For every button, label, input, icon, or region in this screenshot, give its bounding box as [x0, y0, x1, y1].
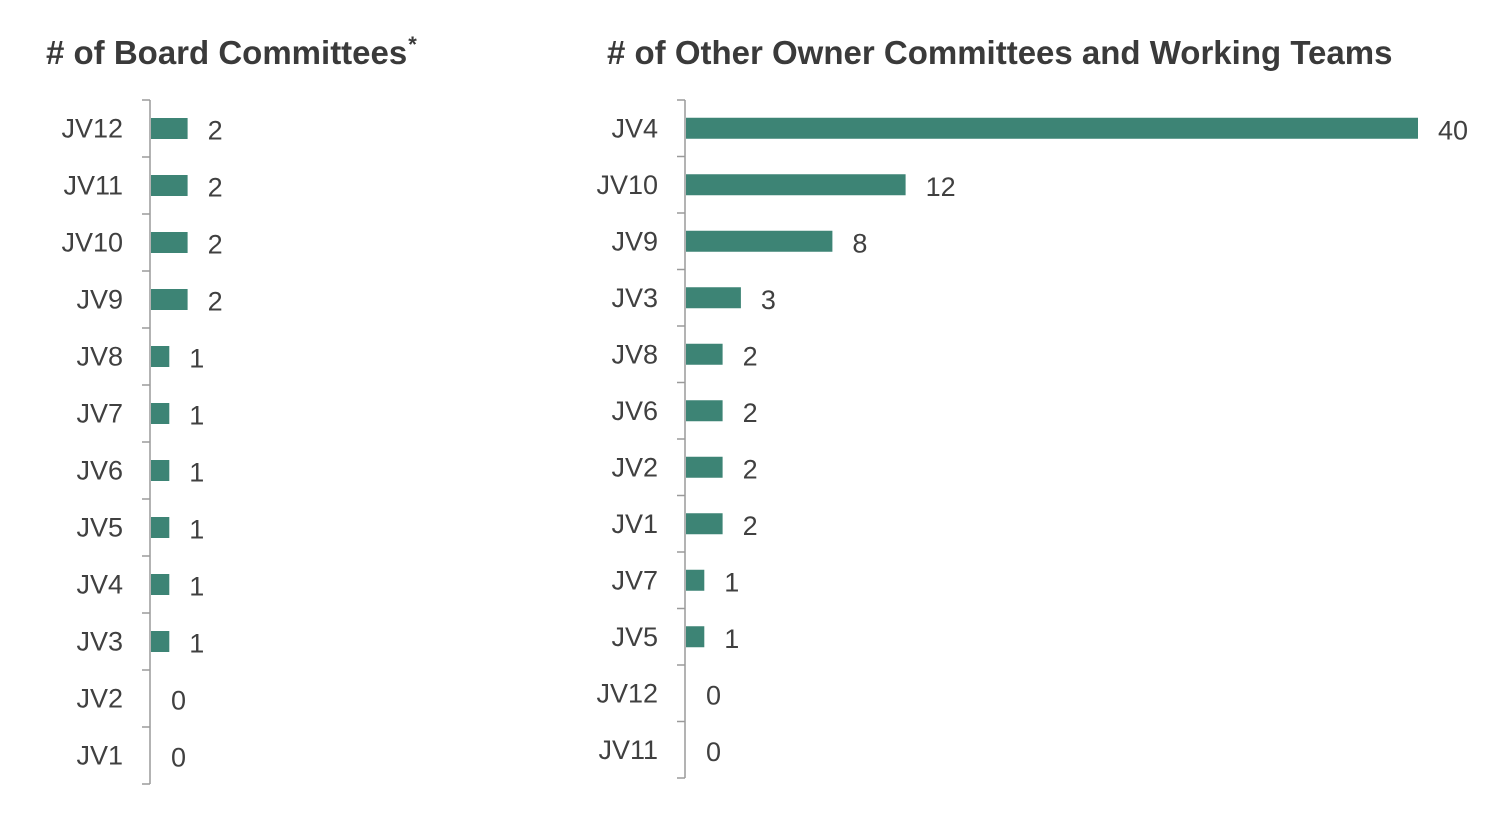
- board-data-label: 0: [171, 686, 186, 716]
- other-data-label: 2: [743, 398, 758, 428]
- other-data-label: 1: [724, 624, 739, 654]
- board-category-label: JV5: [76, 513, 123, 543]
- other-category-label: JV3: [611, 283, 658, 313]
- board-category-label: JV4: [76, 570, 123, 600]
- other-data-label: 12: [926, 172, 956, 202]
- other-data-label: 0: [706, 680, 721, 710]
- board-category-label: JV8: [76, 342, 123, 372]
- other-category-label: JV2: [611, 452, 658, 482]
- board-data-label: 2: [208, 116, 223, 146]
- other-bar: [686, 174, 906, 196]
- board-bar: [151, 118, 188, 139]
- board-bar: [151, 232, 188, 253]
- board-data-label: 2: [208, 287, 223, 317]
- board-bar: [151, 631, 170, 652]
- other-category-label: JV11: [598, 735, 658, 765]
- other-data-label: 40: [1438, 115, 1468, 145]
- board-data-label: 2: [208, 173, 223, 203]
- other-bar: [686, 456, 723, 478]
- other-committees-chart-title: # of Other Owner Committees and Working …: [607, 34, 1393, 71]
- other-data-label: 1: [724, 567, 739, 597]
- board-bar: [151, 460, 170, 481]
- board-data-label: 1: [189, 458, 204, 488]
- board-category-label: JV11: [63, 171, 123, 201]
- board-data-label: 1: [189, 401, 204, 431]
- other-category-label: JV4: [611, 113, 658, 143]
- other-category-label: JV9: [611, 226, 658, 256]
- other-category-label: JV1: [611, 509, 658, 539]
- board-category-label: JV9: [76, 285, 123, 315]
- board-data-label: 1: [189, 629, 204, 659]
- other-bar: [686, 513, 723, 535]
- other-bar: [686, 230, 833, 252]
- board-data-label: 1: [189, 572, 204, 602]
- other-category-label: JV8: [611, 339, 658, 369]
- board-bar: [151, 517, 170, 538]
- other-data-label: 2: [743, 454, 758, 484]
- other-data-label: 2: [743, 511, 758, 541]
- other-category-label: JV12: [596, 678, 658, 708]
- board-data-label: 2: [208, 230, 223, 260]
- board-bar: [151, 574, 170, 595]
- board-category-label: JV7: [76, 399, 123, 429]
- board-data-label: 1: [189, 515, 204, 545]
- other-data-label: 8: [852, 228, 867, 258]
- other-category-label: JV7: [611, 565, 658, 595]
- other-data-label: 3: [761, 285, 776, 315]
- footnote-asterisk: *: [408, 32, 417, 57]
- board-bar: [151, 289, 188, 310]
- other-data-label: 0: [706, 737, 721, 767]
- board-bar: [151, 346, 170, 367]
- board-category-label: JV10: [61, 228, 123, 258]
- board-category-label: JV2: [76, 684, 123, 714]
- board-bar: [151, 175, 188, 196]
- board-data-label: 1: [189, 344, 204, 374]
- board-category-label: JV12: [61, 114, 123, 144]
- other-bar: [686, 400, 723, 422]
- other-bar: [686, 569, 705, 591]
- board-category-label: JV6: [76, 456, 123, 486]
- other-bar: [686, 343, 723, 365]
- other-category-label: JV10: [596, 170, 658, 200]
- board-category-label: JV3: [76, 627, 123, 657]
- other-bar: [686, 626, 705, 648]
- board-category-label: JV1: [76, 741, 123, 771]
- other-category-label: JV5: [611, 622, 658, 652]
- board-committees-chart-title: # of Board Committees*: [46, 32, 417, 71]
- board-bar: [151, 403, 170, 424]
- other-bar: [686, 287, 741, 309]
- board-data-label: 0: [171, 743, 186, 773]
- other-category-label: JV6: [611, 396, 658, 426]
- other-data-label: 2: [743, 341, 758, 371]
- other-bar: [686, 117, 1418, 139]
